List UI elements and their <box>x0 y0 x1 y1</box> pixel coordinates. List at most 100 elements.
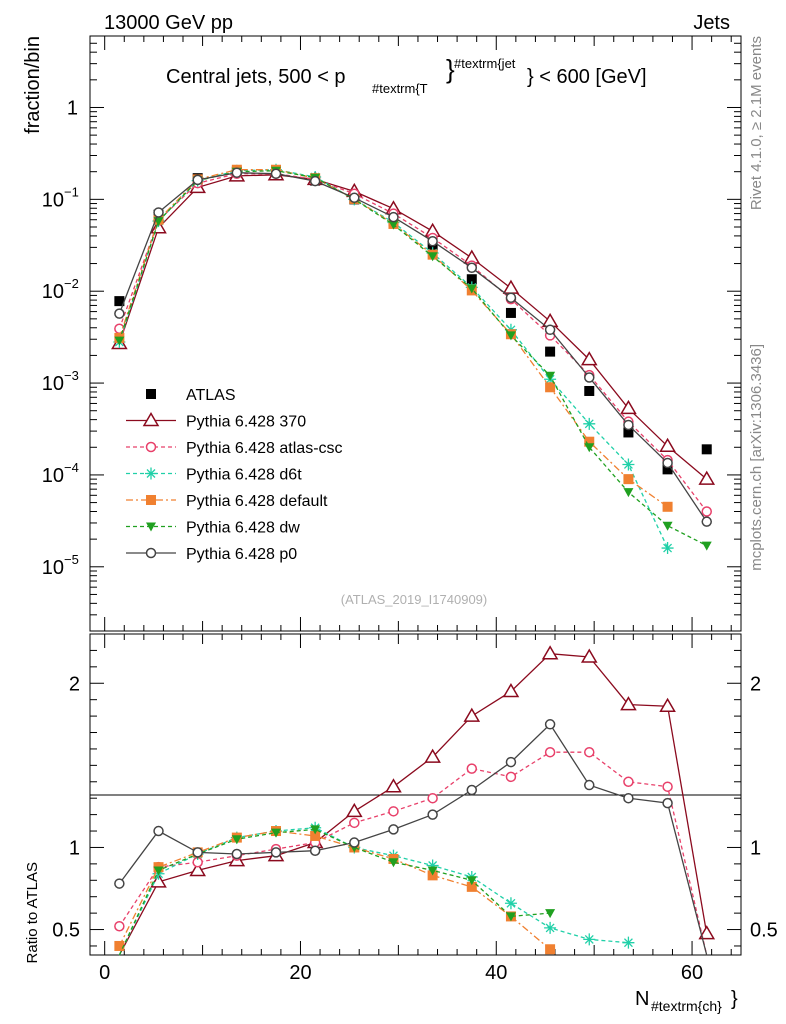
xlabel-subscript: #textrm{ch} <box>651 998 722 1014</box>
data-point <box>544 324 556 336</box>
legend-item: Pythia 6.428 default <box>126 493 328 510</box>
ratio-ytick-label-left: 1 <box>69 837 80 859</box>
main-ylabel: fraction/bin <box>22 36 44 134</box>
series-line <box>118 173 708 512</box>
ratio-point <box>505 756 517 768</box>
data-point <box>662 457 673 469</box>
ratio-point <box>544 921 557 934</box>
data-point <box>541 312 559 328</box>
title-tail: } < 600 [GeV] <box>527 66 647 88</box>
ratio-line <box>118 830 551 950</box>
data-point <box>584 385 595 396</box>
data-point <box>505 292 517 303</box>
ratio-point <box>504 897 517 910</box>
ratio-point <box>385 778 402 793</box>
ratio-point <box>388 858 399 868</box>
data-point <box>620 399 637 415</box>
main-ytick-label: 10 <box>42 557 64 579</box>
ratio-point <box>309 845 321 856</box>
legend-marker <box>145 441 157 453</box>
ratio-point <box>150 873 167 888</box>
ratio-point <box>545 909 556 919</box>
ratio-xtick-label: 60 <box>681 962 703 984</box>
ratio-point <box>388 824 399 835</box>
ratio-pythia-6-428-p0 <box>114 719 708 956</box>
ratio-point <box>427 809 438 820</box>
data-point <box>505 307 516 318</box>
data-point <box>349 192 360 204</box>
ratio-point <box>466 784 478 796</box>
data-point <box>580 351 598 366</box>
ratio-xtick-label: 0 <box>99 962 110 984</box>
data-point <box>701 516 712 527</box>
legend-item: Pythia 6.428 d6t <box>126 467 302 484</box>
ratio-point <box>541 645 559 660</box>
ratio-line <box>118 827 629 956</box>
ratio-point <box>620 696 637 711</box>
ratio-ytick-label-right: 1 <box>750 837 761 859</box>
data-point <box>584 436 595 447</box>
side-label-rivet: Rivet 4.1.0, ≥ 2.1M events <box>748 36 765 210</box>
ratio-point <box>424 748 441 763</box>
data-point <box>698 470 716 485</box>
ratio-line <box>118 723 708 956</box>
title-subscript: #textrm{T <box>372 81 428 96</box>
main-ytick-exponent: −3 <box>64 368 79 383</box>
main-series <box>111 163 716 555</box>
xlabel-brace: } <box>731 988 738 1010</box>
legend-marker <box>146 495 156 505</box>
ratio-line <box>118 751 708 956</box>
ratio-xlabel: N #textrm{ch} } <box>635 988 738 1014</box>
legend-item: ATLAS <box>146 387 236 404</box>
ratio-axes: 0.5 0.51 12 20 20 40 60 <box>52 634 778 984</box>
ratio-point <box>346 802 363 818</box>
series-line <box>118 174 708 480</box>
data-point <box>701 444 712 455</box>
header-process: Jets <box>693 12 730 34</box>
ratio-point <box>466 763 478 774</box>
title-superscript: #textrm{jet <box>454 56 516 71</box>
ratio-xtick-label: 40 <box>485 962 507 984</box>
data-point <box>623 488 634 498</box>
main-axes: 110−110−210−310−410−5 <box>42 35 741 632</box>
ratio-line <box>118 828 551 956</box>
data-point <box>545 382 556 393</box>
series-line <box>118 170 707 547</box>
ratio-point <box>114 878 125 889</box>
ratio-pythia-6-428-370 <box>118 645 716 956</box>
ratio-point <box>426 859 439 872</box>
data-point <box>114 336 125 346</box>
ratio-point <box>580 648 598 663</box>
ratio-point <box>231 835 242 845</box>
side-label-mcplots: mcplots.cern.ch [arXiv:1306.3436] <box>748 344 765 571</box>
ratio-point <box>584 746 595 758</box>
data-point <box>388 220 399 230</box>
ratio-point <box>270 847 282 858</box>
data-point <box>583 417 596 430</box>
data-point <box>231 167 243 178</box>
legend-label: Pythia 6.428 default <box>186 493 328 510</box>
series-line <box>118 172 708 523</box>
ratio-pythia-6-428-default <box>114 826 556 955</box>
main-ytick-exponent: −2 <box>64 276 79 291</box>
main-ytick-label: 10 <box>42 373 64 395</box>
ratio-point <box>662 781 673 792</box>
legend-item: Pythia 6.428 dw <box>126 520 300 537</box>
ratio-point <box>659 697 676 712</box>
ratio-series <box>114 645 716 956</box>
ratio-point <box>427 866 438 876</box>
ratio-point <box>623 776 634 788</box>
title-brace: } <box>446 54 455 84</box>
series-pythia-6-428-atlas-csc <box>114 168 712 517</box>
ratio-ylabel: Ratio to ATLAS <box>24 862 41 963</box>
ratio-point <box>544 746 556 758</box>
ratio-point <box>545 944 556 955</box>
data-point <box>623 427 634 438</box>
main-title: Central jets, 500 < p #textrm{T } #textr… <box>166 54 647 96</box>
data-point <box>427 235 438 247</box>
data-point <box>545 371 556 381</box>
ratio-point <box>192 847 203 858</box>
legend-item: Pythia 6.428 atlas-csc <box>126 440 343 457</box>
legend-label: Pythia 6.428 dw <box>186 520 300 537</box>
ratio-xtick-label: 20 <box>289 962 311 984</box>
